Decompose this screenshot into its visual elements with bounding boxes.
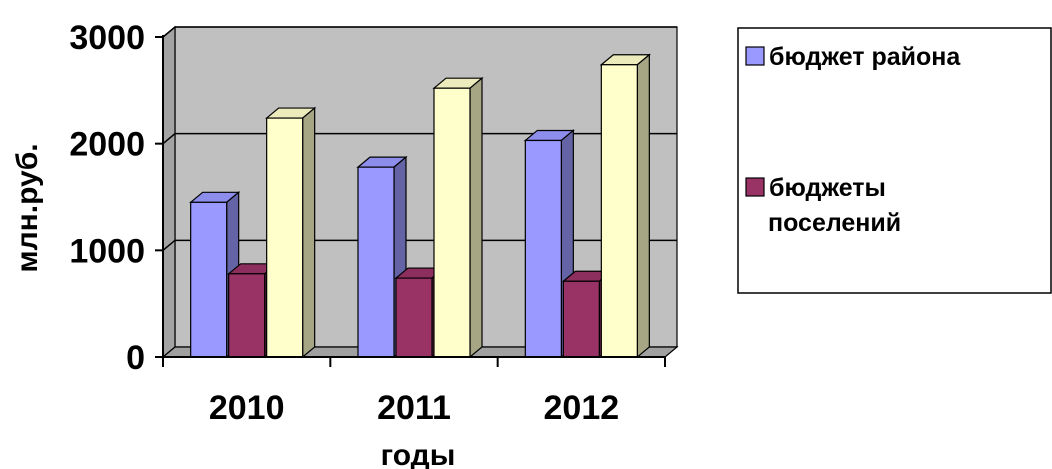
gridline xyxy=(162,26,677,38)
legend-items: бюджет района бюджеты поселений xyxy=(745,43,961,237)
bar-front xyxy=(266,117,304,358)
bar-front xyxy=(228,273,266,358)
x-tick-label: 2012 xyxy=(544,389,620,427)
legend-label: поселений xyxy=(768,209,901,237)
y-axis-title: млн.руб. xyxy=(11,143,44,272)
bar-2012-s2 xyxy=(599,53,651,359)
y-tick-label: 1000 xyxy=(69,232,145,270)
y-tick-label: 2000 xyxy=(69,126,145,164)
x-tick-label: 2011 xyxy=(377,389,451,427)
gridline xyxy=(162,239,677,251)
bar-front xyxy=(190,201,228,358)
legend-swatch xyxy=(745,177,765,197)
axes xyxy=(155,35,666,367)
plot-side-wall xyxy=(162,25,176,359)
legend-label: бюджет района xyxy=(769,43,961,71)
x-tick-label: 2010 xyxy=(209,389,285,427)
bar-2010-s2 xyxy=(265,106,317,359)
bars xyxy=(189,53,651,359)
legend-box xyxy=(737,27,1052,294)
legend-swatch xyxy=(745,46,765,66)
bar-2011-s2 xyxy=(432,76,484,359)
legend-item: бюджеты поселений xyxy=(745,174,901,237)
x-tick-labels: 2010 2011 2012 xyxy=(209,389,619,427)
bar-front xyxy=(562,280,600,358)
y-tick-label: 3000 xyxy=(69,19,145,57)
y-tick-label: 0 xyxy=(126,339,145,377)
gridlines xyxy=(162,26,677,251)
y-tick-labels: 0 1000 2000 3000 xyxy=(69,19,145,377)
gridline xyxy=(162,132,677,145)
bar-front xyxy=(395,277,433,358)
bar-front xyxy=(524,139,562,358)
bar-side xyxy=(469,76,483,359)
bar-side xyxy=(636,53,650,359)
x-axis-title: годы xyxy=(381,439,456,469)
bar-side xyxy=(302,106,316,359)
bar-front xyxy=(357,166,395,358)
bar-front xyxy=(433,87,471,358)
legend-label: бюджеты xyxy=(769,174,886,202)
bar-front xyxy=(600,64,638,358)
legend-item: бюджет района xyxy=(745,43,961,71)
legend: бюджет района бюджеты поселений xyxy=(737,27,1052,294)
